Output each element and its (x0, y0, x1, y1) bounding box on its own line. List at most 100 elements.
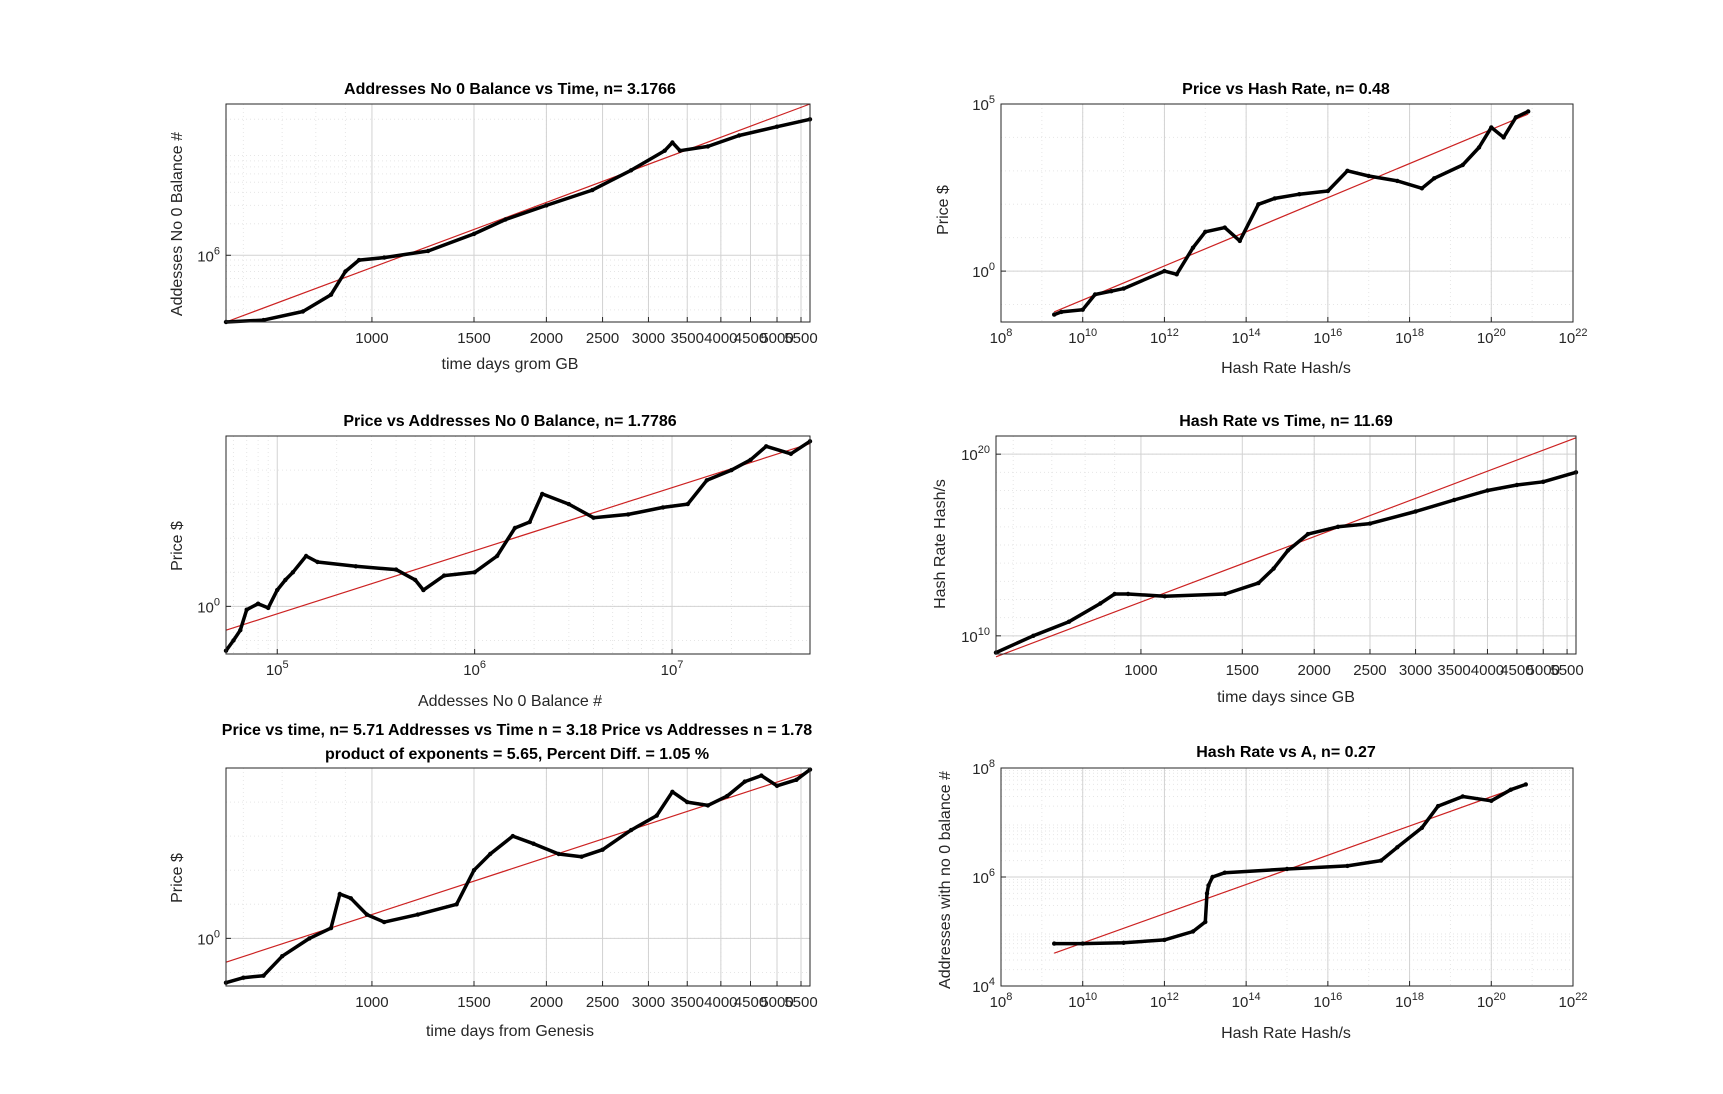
x-tick-label: 1012 (1150, 327, 1179, 347)
x-tick-label: 4000 (1471, 662, 1504, 679)
x-tick-label: 3500 (671, 330, 704, 347)
data-point (544, 203, 549, 208)
data-point (1222, 591, 1228, 597)
data-point (531, 841, 536, 846)
x-tick-label: 5500 (784, 994, 817, 1011)
data-point (1203, 919, 1208, 925)
x-tick-label: 5000 (760, 330, 793, 347)
ticks: 108 1010 1012 1014 1016 1018 1020 1022 104 106 108 (972, 758, 1587, 1011)
x-tick-label: 2000 (530, 330, 563, 347)
data-point (1162, 937, 1167, 943)
data-point (315, 559, 320, 565)
data-point (748, 457, 753, 462)
data-point (628, 168, 634, 173)
x-tick-label: 3000 (1399, 662, 1432, 679)
data-point (1190, 245, 1196, 250)
x-tick-label: 1022 (1559, 991, 1588, 1011)
data-point (1419, 825, 1425, 830)
data-point (1335, 524, 1341, 529)
data-point (1485, 488, 1490, 493)
data-point (307, 936, 312, 941)
data-point (1305, 531, 1311, 537)
data-point (628, 827, 634, 833)
data-point (1080, 941, 1085, 946)
data-point (1272, 196, 1277, 201)
x-tick-label: 1000 (355, 330, 388, 347)
data-point (1098, 601, 1103, 606)
y-tick-label: 100 (197, 596, 220, 616)
data-point (579, 854, 584, 859)
fit-line (1053, 113, 1529, 313)
grid (996, 436, 1576, 654)
axes-box (1000, 767, 1574, 987)
data-point (705, 803, 711, 808)
data-point (1366, 173, 1371, 179)
axes-box (225, 103, 811, 323)
data-point (238, 628, 243, 633)
data-point (1476, 145, 1482, 150)
chart-hashrate-vs-time: Hash Rate vs Time, n= 11.69 time days si… (932, 413, 1584, 706)
x-tick-label: 108 (990, 991, 1013, 1011)
data-point (1222, 870, 1228, 875)
data-point (1451, 497, 1457, 503)
data-point (1419, 186, 1425, 191)
grid (226, 436, 810, 654)
data-point (261, 317, 266, 323)
axes-box (995, 435, 1577, 655)
data-point (471, 231, 477, 237)
x-tick-label: 2000 (1298, 662, 1331, 679)
x-tick-label: 4500 (734, 994, 767, 1011)
data-point (1432, 176, 1437, 181)
data-point (231, 638, 236, 643)
chart-title: Price vs time, n= 5.71 Addresses vs Time… (222, 722, 813, 739)
data-point (1395, 845, 1400, 850)
data-point (1345, 168, 1350, 173)
data-point (1256, 202, 1261, 207)
data-point (1121, 286, 1126, 291)
data-point (283, 577, 288, 583)
data-point (280, 954, 285, 959)
data-point (382, 919, 387, 925)
x-tick-label: 1014 (1232, 327, 1261, 347)
data-point (503, 217, 508, 222)
x-axis-label: Hash Rate Hash/s (1221, 1025, 1351, 1042)
ticks: 105 106 107 100 (197, 596, 683, 679)
data-point (356, 257, 362, 263)
series-line (1052, 782, 1528, 946)
x-tick-label: 1010 (1068, 991, 1097, 1011)
data-point (488, 851, 493, 857)
data-point (1508, 787, 1514, 792)
data-point (1052, 312, 1057, 317)
grid (226, 768, 810, 986)
x-tick-label: 1020 (1477, 991, 1506, 1011)
data-point (353, 564, 358, 569)
data-point (1190, 929, 1196, 934)
x-tick-label: 3500 (1437, 662, 1470, 679)
data-point (527, 519, 532, 525)
y-tick-label: 1020 (961, 444, 990, 464)
y-tick-label: 108 (972, 758, 995, 778)
data-point (454, 902, 459, 907)
data-point (266, 605, 271, 611)
y-tick-label: 100 (972, 261, 995, 281)
data-point (1285, 548, 1291, 553)
chart-subtitle: product of exponents = 5.65, Percent Dif… (325, 746, 709, 763)
x-tick-label: 1014 (1232, 991, 1261, 1011)
x-tick-label: 2500 (586, 330, 619, 347)
data-point (788, 451, 794, 456)
x-tick-label: 3000 (632, 994, 665, 1011)
data-point (1210, 874, 1215, 880)
y-axis-label: Price $ (169, 521, 186, 571)
x-tick-label: 1012 (1150, 991, 1179, 1011)
data-point (654, 813, 659, 818)
series-line (224, 117, 812, 324)
data-point (1237, 238, 1243, 244)
axes-box (225, 767, 811, 987)
data-point (1395, 178, 1400, 184)
data-point (1513, 115, 1519, 120)
data-point (677, 148, 683, 153)
data-point (705, 144, 711, 149)
x-tick-label: 2500 (1353, 662, 1386, 679)
data-point (261, 973, 266, 978)
